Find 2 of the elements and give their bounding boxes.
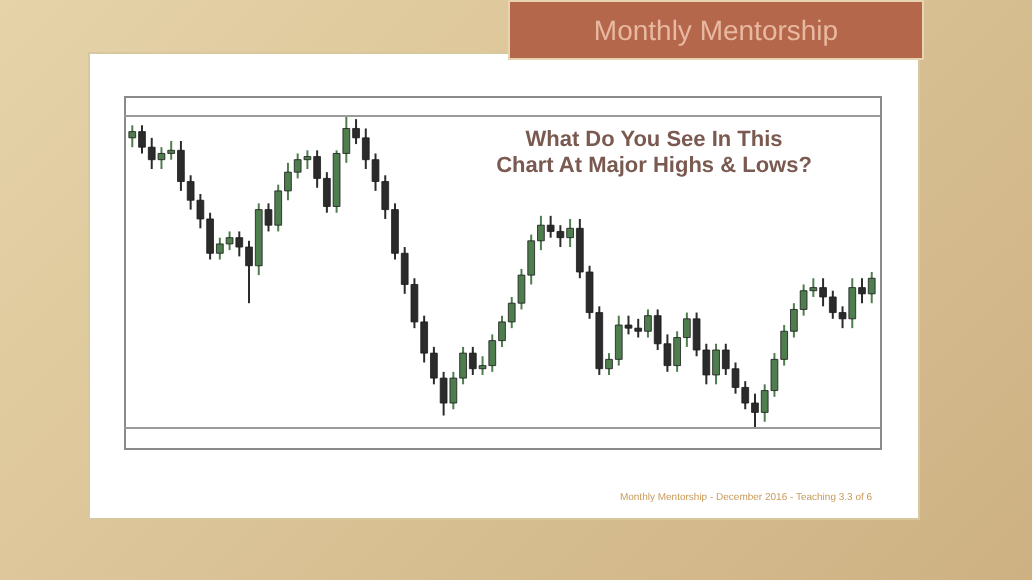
chart-title: Monthly Mentorship (508, 0, 924, 60)
annotation: What Do You See In This Chart At Major Highs & Lows? (496, 128, 813, 178)
